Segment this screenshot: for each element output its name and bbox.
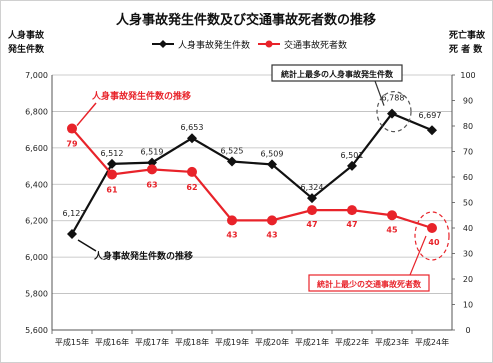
right-tick-label: 80 (463, 122, 473, 131)
right-tick-label: 50 (463, 199, 473, 208)
x-tick-label: 平成16年 (95, 337, 129, 347)
legend-marker-fatalities (265, 40, 273, 48)
max-highlight-circle (376, 91, 412, 133)
min-highlight-circle (414, 211, 450, 261)
left-tick-label: 6,400 (25, 180, 48, 189)
fatalities-point (107, 169, 117, 180)
left-tick-label: 6,800 (25, 107, 48, 116)
right-tick-label: 20 (463, 275, 473, 284)
x-tick-label: 平成21年 (295, 337, 329, 347)
incidents-point (387, 108, 397, 119)
left-tick-label: 6,000 (25, 253, 48, 262)
incidents-data-label: 6,501 (341, 151, 364, 160)
legend-label-fatalities: 交通事故死者数 (284, 39, 347, 51)
fatalities-point (387, 210, 397, 221)
legend-marker-incidents (159, 40, 167, 48)
right-tick-label: 90 (463, 97, 473, 106)
chart-title: 人身事故発生件数及び交通事故死者数の推移 (116, 12, 376, 28)
fatalities-data-label: 61 (106, 185, 118, 194)
fatalities-data-label: 47 (306, 220, 317, 229)
right-tick-label: 30 (463, 250, 473, 259)
right-axis-title: 死亡事故 (448, 29, 486, 41)
fatalities-data-label: 45 (386, 225, 398, 234)
right-tick-label: 60 (463, 173, 473, 182)
incidents-point (227, 156, 237, 167)
incidents-point (187, 133, 197, 144)
red-series-annotation-arrow (76, 102, 97, 127)
right-tick-label: 100 (460, 71, 475, 80)
fatalities-point (267, 215, 277, 226)
x-tick-label: 平成18年 (175, 337, 209, 347)
fatalities-data-label: 43 (226, 230, 237, 239)
incidents-point (107, 158, 117, 169)
left-axis-title: 人身事故 (7, 29, 45, 41)
x-tick-label: 平成24年 (415, 337, 449, 347)
black-series-annotation-arrow (77, 239, 97, 252)
fatalities-point (147, 164, 157, 175)
incidents-data-label: 6,653 (181, 123, 204, 132)
incidents-data-label: 6,519 (141, 148, 164, 157)
right-axis-title: 死 者 数 (448, 43, 483, 55)
incidents-point (267, 159, 277, 170)
x-tick-label: 平成20年 (255, 337, 289, 347)
fatalities-data-label: 43 (266, 230, 277, 239)
fatalities-data-label: 63 (146, 180, 157, 189)
left-tick-label: 5,600 (25, 326, 48, 335)
fatalities-point (427, 223, 437, 233)
fatalities-point (347, 205, 357, 216)
fatalities-line (71, 127, 433, 230)
left-tick-label: 6,200 (25, 217, 48, 226)
incidents-point (67, 229, 77, 240)
incidents-point (427, 125, 437, 136)
min-annotation-label: 統計上最少の交通事故死者数 (317, 279, 422, 289)
fatalities-data-label: 62 (186, 183, 197, 192)
max-annotation-label: 統計上最多の人身事故発生件数 (281, 69, 394, 79)
fatalities-point (227, 215, 237, 226)
black-series-annotation: 人身事故発生件数の推移 (93, 250, 193, 262)
incidents-data-label: 6,127 (63, 209, 86, 218)
x-tick-label: 平成15年 (55, 337, 89, 347)
right-tick-label: 10 (463, 301, 473, 310)
fatalities-point (307, 205, 317, 216)
min-annotation-arrow (409, 235, 427, 276)
incidents-data-label: 6,788 (382, 94, 405, 103)
max-annotation-box (271, 64, 403, 82)
fatalities-data-label: 79 (66, 140, 78, 149)
incidents-point (347, 160, 357, 171)
incidents-data-label: 6,509 (261, 149, 284, 158)
incidents-data-label: 6,525 (221, 147, 244, 156)
incidents-point (307, 193, 317, 204)
left-tick-label: 5,800 (25, 290, 48, 299)
incidents-data-label: 6,324 (301, 183, 324, 192)
fatalities-data-label: 40 (428, 238, 440, 247)
right-tick-label: 0 (465, 326, 470, 335)
incidents-line (71, 112, 433, 235)
left-axis-title: 発生件数 (7, 43, 45, 55)
x-tick-label: 平成17年 (135, 337, 169, 347)
incidents-data-label: 6,697 (419, 111, 442, 120)
x-tick-label: 平成22年 (335, 337, 369, 347)
right-tick-label: 40 (463, 224, 473, 233)
legend-label-incidents: 人身事故発生件数 (178, 39, 250, 51)
fatalities-point (187, 166, 197, 177)
incidents-data-label: 6,512 (101, 149, 124, 158)
max-annotation-arrow (374, 80, 385, 106)
red-series-annotation: 人身事故発生件数の推移 (91, 90, 191, 102)
x-tick-label: 平成19年 (215, 337, 249, 347)
fatalities-data-label: 47 (346, 220, 357, 229)
min-annotation-box (308, 274, 430, 292)
left-tick-label: 7,000 (25, 71, 48, 80)
right-tick-label: 70 (463, 148, 473, 157)
left-tick-label: 6,600 (25, 144, 48, 153)
fatalities-point (67, 123, 77, 134)
x-tick-label: 平成23年 (375, 337, 409, 347)
